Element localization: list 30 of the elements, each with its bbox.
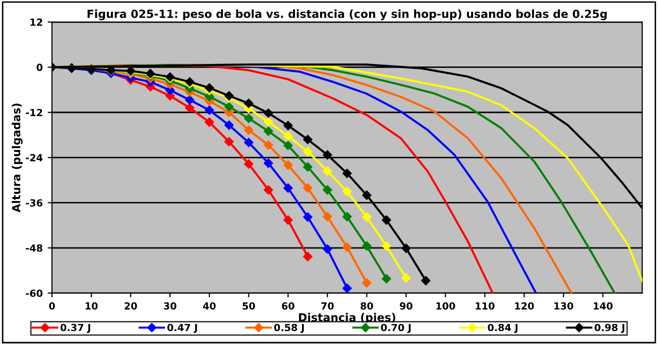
y-tick-label: -12 [26, 108, 42, 116]
y-tick-label: -24 [26, 154, 43, 162]
legend-label: 0.70 J [380, 324, 411, 333]
x-tick-label: 20 [124, 302, 137, 310]
x-tick-label: 30 [164, 302, 176, 310]
x-tick-label: 10 [86, 302, 98, 310]
x-tick-label: 90 [400, 302, 412, 310]
y-tick-label: -48 [26, 244, 42, 252]
x-tick-label: 70 [321, 302, 334, 310]
x-tick-label: 100 [436, 302, 456, 310]
y-axis-title: Altura (pulgadas) [12, 104, 23, 212]
x-tick-label: 120 [515, 302, 534, 310]
y-tick-label: -36 [26, 199, 42, 207]
x-tick-label: 80 [360, 302, 374, 310]
x-tick-label: 130 [554, 302, 574, 310]
y-tick-label: 0 [36, 64, 42, 72]
x-tick-label: 40 [203, 302, 216, 310]
legend-label: 0.47 J [167, 324, 197, 333]
legend-label: 0.98 J [594, 324, 624, 333]
legend-label: 0.84 J [488, 324, 518, 333]
x-tick-label: 60 [282, 302, 294, 310]
x-tick-label: 50 [242, 302, 256, 310]
legend-label: 0.37 J [60, 324, 90, 333]
y-tick-label: 12 [30, 18, 42, 26]
x-tick-label: 0 [49, 302, 55, 310]
y-tick-label: -60 [26, 290, 42, 297]
x-tick-label: 140 [594, 302, 613, 310]
x-tick-label: 110 [476, 302, 494, 310]
chart-title: Figura 025-11: peso de bola vs. distancia (con y sin hop-up) usando bolas de 0.25g [88, 9, 607, 20]
legend-label: 0.58 J [274, 324, 304, 333]
